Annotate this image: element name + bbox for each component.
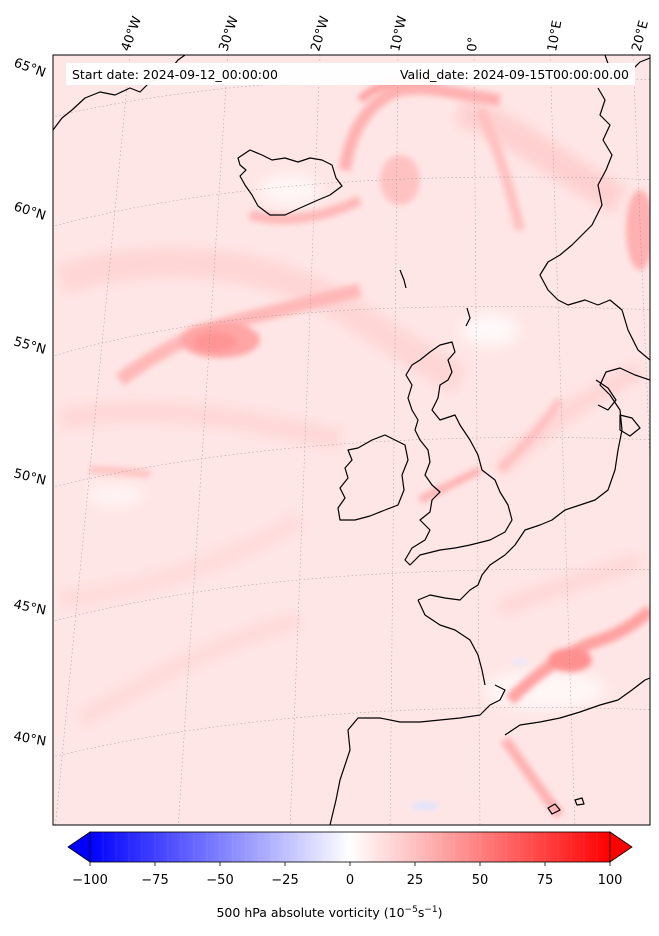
colorbar-label-exp1: −5 [404,905,418,915]
lat-label-60n: 60°N [12,200,48,224]
iceland-coast [237,149,343,216]
britain-coast [404,341,513,566]
lat-label-40n: 40°N [12,729,47,749]
continent-coast [417,367,650,601]
start-date-label: Start date: 2024-09-12_00:00:00 [72,67,278,82]
colorbar: −100 −75 −50 −25 0 25 50 75 100 [67,831,633,888]
lon-label-0: 0° [465,36,481,52]
vorticity-field [53,55,650,825]
lat-label-50n: 50°N [12,466,47,488]
coastlines [53,55,650,825]
longitude-labels: 40°W 30°W 20°W 10°W 0° 10°E 20°E [119,14,652,53]
latitude-labels: 65°N 60°N 55°N 50°N 45°N 40°N [12,56,48,750]
lon-label-40w: 40°W [119,14,145,53]
colorbar-high-extension [609,831,633,863]
lon-label-10w: 10°W [388,14,410,52]
colorbar-tick-label: 0 [346,873,354,888]
colorbar-low-extension [67,831,91,863]
colorbar-tick-label: 25 [407,873,424,888]
valid-date-label: Valid_date: 2024-09-15T00:00:00.00 [400,67,629,82]
lon-label-30w: 30°W [217,14,242,53]
colorbar-bar [89,831,611,863]
ireland-coast [337,434,409,521]
colorbar-tick-labels: −100 −75 −50 −25 0 25 50 75 100 [72,873,622,888]
colorbar-tick-label: −100 [72,873,108,888]
iberia-coast [329,684,506,825]
scandinavia-coast [539,87,650,361]
lat-label-45n: 45°N [12,597,47,618]
colorbar-label-exp2: −1 [424,905,438,915]
lon-label-20w: 20°W [308,14,332,53]
colorbar-label-main: 500 hPa absolute vorticity (10 [216,905,405,921]
info-box: Start date: 2024-09-12_00:00:00 Valid_da… [66,63,635,85]
colorbar-ticks [89,862,611,866]
colorbar-label: 500 hPa absolute vorticity (10−5s−1) [0,905,659,920]
map-frame [52,54,651,826]
colorbar-tick-label: 100 [598,873,623,888]
colorbar-tick-label: 75 [537,873,554,888]
colorbar-tick-label: 50 [472,873,489,888]
lon-label-10e: 10°E [545,19,565,52]
colorbar-label-unit: s [417,905,425,921]
lon-label-20e: 20°E [629,19,652,53]
colorbar-tick-label: −50 [206,873,233,888]
colorbar-tick-label: −25 [271,873,298,888]
lat-label-65n: 65°N [12,56,48,81]
colorbar-tick-label: −75 [141,873,168,888]
graticule-lines [53,55,650,825]
lat-label-55n: 55°N [12,334,48,357]
colorbar-label-end: ) [437,905,443,921]
